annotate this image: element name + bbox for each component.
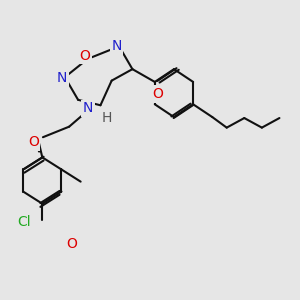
Text: Cl: Cl (17, 215, 31, 229)
Text: O: O (66, 237, 77, 251)
Text: O: O (28, 135, 39, 149)
Text: O: O (79, 49, 90, 63)
Text: N: N (57, 71, 67, 85)
Text: H: H (102, 111, 112, 125)
Text: N: N (111, 39, 122, 53)
Text: O: O (153, 87, 164, 101)
Text: N: N (82, 101, 93, 116)
